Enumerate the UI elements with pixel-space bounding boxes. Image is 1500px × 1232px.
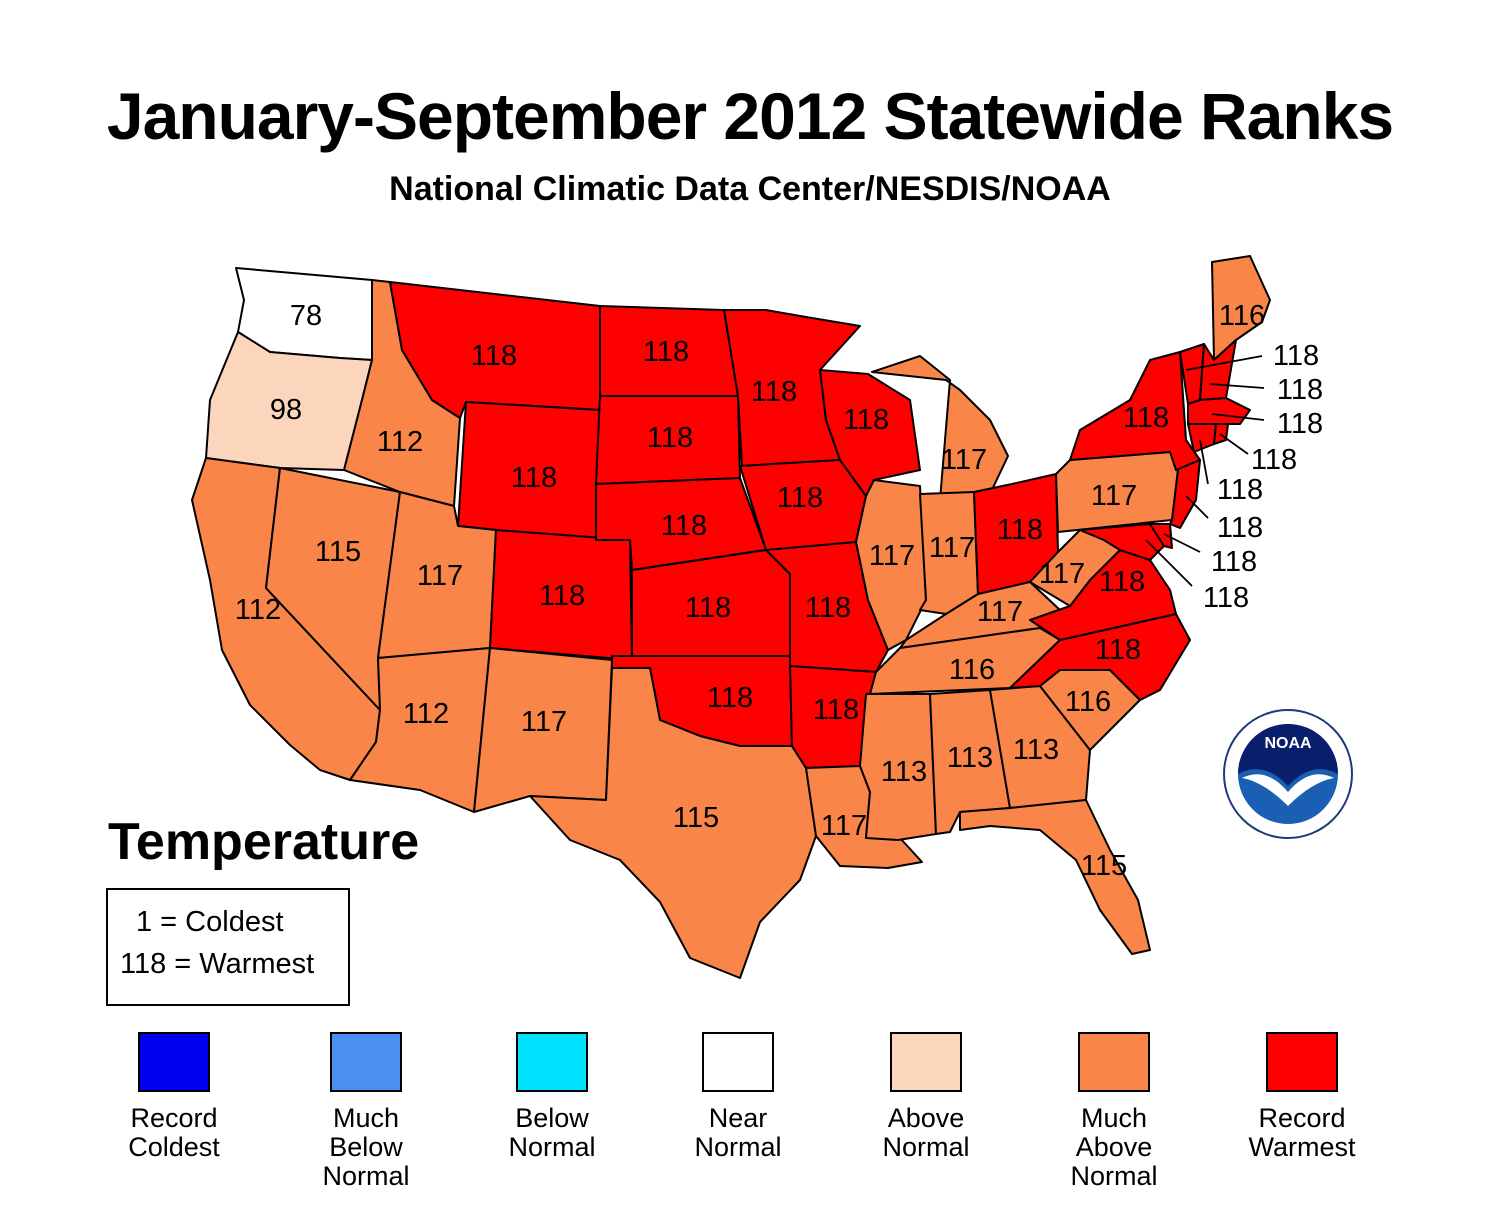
legend-label-below: Below Normal xyxy=(508,1103,596,1162)
rank-label-ne: 118 xyxy=(661,510,707,542)
rank-label-ga: 113 xyxy=(1013,734,1059,766)
rank-label-ma: 118 xyxy=(1277,408,1323,440)
rank-label-ms: 113 xyxy=(881,756,927,788)
rank-key-warmest: 118 = Warmest xyxy=(120,948,315,980)
legend-swatch-near xyxy=(702,1032,774,1092)
rank-label-nj: 118 xyxy=(1217,512,1263,544)
rank-label-nv: 115 xyxy=(315,536,361,568)
state-de xyxy=(1149,523,1173,549)
state-ma xyxy=(1187,397,1251,425)
state-nj xyxy=(1169,459,1201,529)
rank-label-mn: 118 xyxy=(751,376,797,408)
rank-label-vt: 118 xyxy=(1273,340,1319,372)
state-ny xyxy=(1069,351,1201,471)
rank-label-mt: 118 xyxy=(471,340,517,372)
legend-label-much-above: Much Above Normal xyxy=(1070,1103,1158,1191)
leader-line-md xyxy=(1145,539,1193,587)
rank-label-az: 112 xyxy=(403,698,449,730)
leader-line-de xyxy=(1163,533,1201,553)
rank-label-ny: 118 xyxy=(1123,402,1169,434)
rank-label-nd: 118 xyxy=(643,336,689,368)
rank-label-wa: 78 xyxy=(290,300,322,332)
map-title: January-September 2012 Statewide Ranks xyxy=(106,79,1394,153)
rank-label-ok: 118 xyxy=(707,682,753,714)
rank-label-sd: 118 xyxy=(647,422,693,454)
state-mi xyxy=(871,355,1009,501)
rank-label-de: 118 xyxy=(1211,546,1257,578)
rank-label-mo: 118 xyxy=(805,592,851,624)
legend-label-much-below: Much Below Normal xyxy=(322,1103,410,1191)
rank-label-mi: 117 xyxy=(941,444,987,476)
leader-line-ri xyxy=(1219,433,1249,455)
rank-label-wy: 118 xyxy=(511,462,557,494)
leader-line-nj xyxy=(1185,495,1209,519)
state-fl xyxy=(959,799,1151,955)
legend-label-record-coldest: Record Coldest xyxy=(128,1103,220,1162)
state-tx xyxy=(529,667,817,979)
legend-swatch-much-below xyxy=(330,1032,402,1092)
rank-label-fl: 115 xyxy=(1081,850,1127,882)
rank-label-ar: 118 xyxy=(813,694,859,726)
leader-lines xyxy=(1145,355,1265,587)
rank-key-coldest: 1 = Coldest xyxy=(136,906,284,938)
legend-label-record-warmest: Record Warmest xyxy=(1248,1103,1356,1162)
leader-line-ma xyxy=(1211,413,1265,421)
state-shapes xyxy=(191,255,1271,979)
rank-label-md: 118 xyxy=(1203,582,1249,614)
rank-label-nh: 118 xyxy=(1277,374,1323,406)
rank-label-ct: 118 xyxy=(1217,474,1263,506)
noaa-logo-text: NOAA xyxy=(1264,735,1312,752)
legend-label-near: Near Normal xyxy=(694,1103,782,1162)
rank-label-nm: 117 xyxy=(521,706,567,738)
rank-label-ri: 118 xyxy=(1251,444,1297,476)
leader-line-nh xyxy=(1209,383,1265,389)
legend-swatch-below xyxy=(516,1032,588,1092)
leader-line-ct xyxy=(1199,439,1209,485)
rank-label-tn: 116 xyxy=(949,654,995,686)
rank-label-pa: 117 xyxy=(1091,480,1137,512)
rank-key-box: 1 = Coldest 118 = Warmest xyxy=(106,888,350,1006)
rank-label-ut: 117 xyxy=(417,560,463,592)
rank-label-va: 118 xyxy=(1099,566,1145,598)
rank-labels: 7898112115112118118117112118117118118118… xyxy=(235,300,1323,882)
rank-label-or: 98 xyxy=(270,394,302,426)
rank-label-me: 116 xyxy=(1219,300,1265,332)
leader-line-vt xyxy=(1185,355,1263,371)
rank-label-oh: 118 xyxy=(997,514,1043,546)
rank-label-wi: 118 xyxy=(843,404,889,436)
rank-label-ks: 118 xyxy=(685,592,731,624)
rank-label-in: 117 xyxy=(929,532,975,564)
rank-label-wv: 117 xyxy=(1039,558,1085,590)
rank-label-il: 117 xyxy=(869,540,915,572)
rank-label-ky: 117 xyxy=(977,596,1023,628)
rank-label-la: 117 xyxy=(821,810,867,842)
legend-swatch-much-above xyxy=(1078,1032,1150,1092)
rank-label-al: 113 xyxy=(947,742,993,774)
legend-label-above: Above Normal xyxy=(882,1103,970,1162)
rank-label-id: 112 xyxy=(377,426,423,458)
rank-label-sc: 116 xyxy=(1065,686,1111,718)
legend-swatch-record-warmest xyxy=(1266,1032,1338,1092)
rank-label-ia: 118 xyxy=(777,482,823,514)
noaa-logo: NOAA xyxy=(1223,709,1353,839)
variable-label: Temperature xyxy=(108,813,420,871)
rank-label-ca: 112 xyxy=(235,594,281,626)
rank-label-co: 118 xyxy=(539,580,585,612)
legend-swatch-record-coldest xyxy=(138,1032,210,1092)
legend-swatch-above xyxy=(890,1032,962,1092)
rank-label-nc: 118 xyxy=(1095,634,1141,666)
rank-label-tx: 115 xyxy=(673,802,719,834)
map-subtitle: National Climatic Data Center/NESDIS/NOA… xyxy=(389,170,1111,208)
